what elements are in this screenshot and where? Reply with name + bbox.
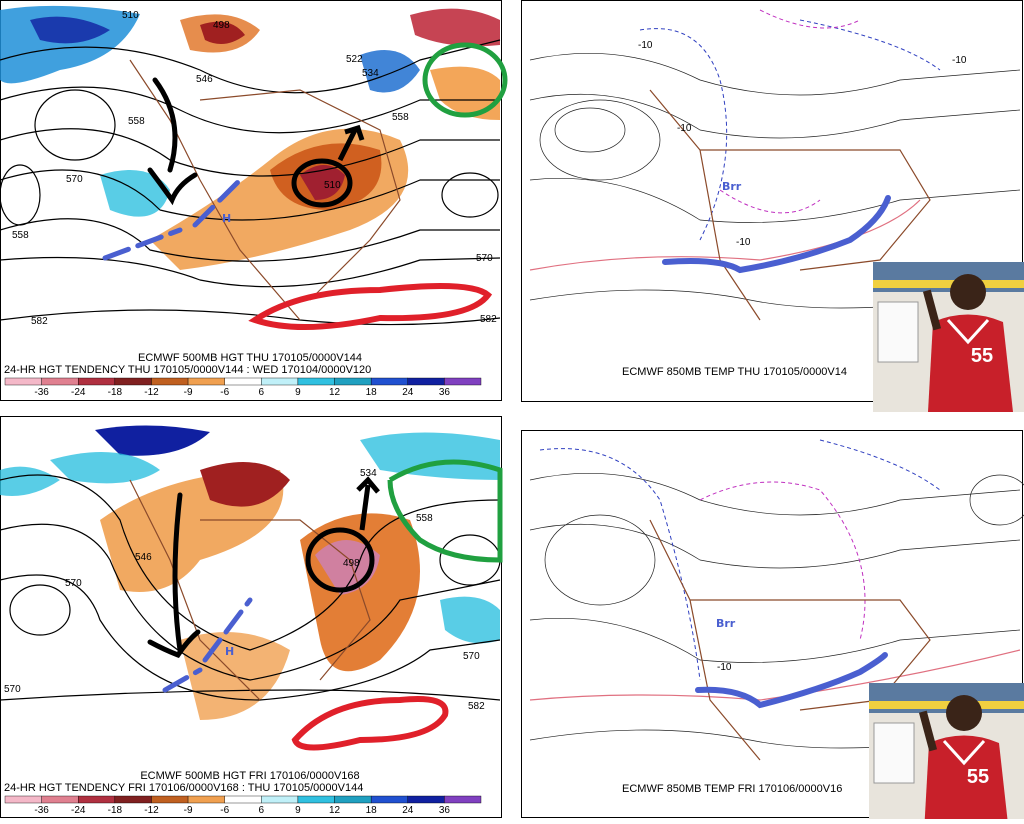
contour-label: 546 — [196, 74, 213, 85]
jersey-number: 55 — [971, 345, 993, 367]
jersey-number: 55 — [967, 766, 989, 788]
caption: ECMWF 500MB HGT FRI 170106/0000V168 — [140, 770, 359, 782]
colorbar-swatch — [444, 378, 481, 385]
colorbar-swatch — [42, 378, 79, 385]
colorbar-label: -12 — [144, 805, 159, 816]
contour-label: 522 — [346, 54, 363, 65]
subcaption: 24-HR HGT TENDENCY FRI 170106/0000V168 :… — [4, 782, 363, 794]
contour-label: -10 — [677, 123, 692, 134]
colorbar-label: -9 — [184, 387, 193, 398]
contour-label: 510 — [324, 180, 341, 191]
colorbar-label: -9 — [184, 805, 193, 816]
contour-label: 570 — [4, 684, 21, 695]
colorbar-label: -18 — [108, 805, 123, 816]
colorbar-label: -6 — [220, 387, 229, 398]
colorbar-label: 6 — [259, 387, 265, 398]
colorbar-label: -24 — [71, 805, 86, 816]
colorbar-label: 12 — [329, 805, 341, 816]
colorbar-label: 36 — [439, 387, 451, 398]
colorbar-label: 36 — [439, 805, 451, 816]
contour-label: 570 — [463, 651, 480, 662]
contour-label: 498 — [343, 558, 360, 569]
panel-500mb-thu: 510 498 522 534 546 558 570 558 558 570 … — [0, 1, 505, 401]
colorbar-swatch — [188, 796, 225, 803]
colorbar-swatch — [408, 378, 445, 385]
contour-label: 582 — [468, 701, 485, 712]
annotation: Brr — [716, 617, 736, 630]
contour-label: 546 — [135, 552, 152, 563]
colorbar-label: -12 — [144, 387, 159, 398]
annotation: H — [222, 212, 231, 225]
colorbar-label: 9 — [295, 387, 301, 398]
contour-label: -10 — [736, 237, 751, 248]
colorbar-label: 24 — [402, 387, 414, 398]
contour-label: 498 — [213, 20, 230, 31]
contour-label: 558 — [392, 112, 409, 123]
colorbar-label: 18 — [366, 387, 378, 398]
colorbar-swatch — [298, 796, 335, 803]
contour-label: 558 — [128, 116, 145, 127]
colorbar-swatch — [298, 378, 335, 385]
colorbar-label: -24 — [71, 387, 86, 398]
colorbar-swatch — [261, 796, 298, 803]
colorbar-swatch — [371, 378, 408, 385]
colorbar-swatch — [371, 796, 408, 803]
colorbar-swatch — [115, 378, 152, 385]
colorbar-swatch — [78, 378, 115, 385]
caption: ECMWF 850MB TEMP THU 170105/0000V14 — [622, 366, 847, 378]
colorbar-label: -36 — [34, 805, 49, 816]
contour-label: 534 — [362, 68, 379, 79]
colorbar-label: -36 — [34, 387, 49, 398]
contour-label: 570 — [65, 578, 82, 589]
contour-label: -10 — [638, 40, 653, 51]
colorbar-swatch — [151, 796, 188, 803]
caption: ECMWF 850MB TEMP FRI 170106/0000V16 — [622, 783, 842, 795]
colorbar-swatch — [335, 378, 372, 385]
colorbar-swatch — [5, 378, 42, 385]
panel-500mb-fri: 546 570 558 498 534 570 582 570 H ECMWF … — [0, 417, 502, 818]
colorbar-label: 24 — [402, 805, 414, 816]
colorbar-label: -18 — [108, 387, 123, 398]
contour-label: 582 — [31, 316, 48, 327]
colorbar-label: 9 — [295, 805, 301, 816]
colorbar-swatch — [151, 378, 188, 385]
subcaption: 24-HR HGT TENDENCY THU 170105/0000V144 :… — [4, 364, 371, 376]
contour-label: 558 — [416, 513, 433, 524]
panel-850mb-thu: -10 -10 -10 -10 Brr ECMWF 850MB TEMP THU… — [522, 1, 1024, 413]
colorbar-swatch — [408, 796, 445, 803]
contour-label: 570 — [66, 174, 83, 185]
colorbar-label: 12 — [329, 387, 341, 398]
caption: ECMWF 500MB HGT THU 170105/0000V144 — [138, 352, 362, 364]
colorbar-swatch — [225, 796, 262, 803]
colorbar-label: 6 — [259, 805, 265, 816]
colorbar-label: -6 — [220, 805, 229, 816]
colorbar-swatch — [225, 378, 262, 385]
colorbar-swatch — [188, 378, 225, 385]
contour-label: 558 — [12, 230, 29, 241]
colorbar-swatch — [78, 796, 115, 803]
colorbar-swatch — [5, 796, 42, 803]
colorbar-swatch — [261, 378, 298, 385]
contour-label: -10 — [952, 55, 967, 66]
annotation: H — [225, 645, 234, 658]
colorbar-swatch — [115, 796, 152, 803]
contour-label: 570 — [476, 253, 493, 264]
contour-label: -10 — [717, 662, 732, 673]
contour-label: 510 — [122, 10, 139, 21]
colorbar-swatch — [444, 796, 481, 803]
annotation: Brr — [722, 180, 742, 193]
panel-850mb-fri: -10 Brr ECMWF 850MB TEMP FRI 170106/0000… — [522, 431, 1024, 820]
contour-label: 582 — [480, 314, 497, 325]
colorbar-swatch — [42, 796, 79, 803]
colorbar-swatch — [335, 796, 372, 803]
colorbar-label: 18 — [366, 805, 378, 816]
